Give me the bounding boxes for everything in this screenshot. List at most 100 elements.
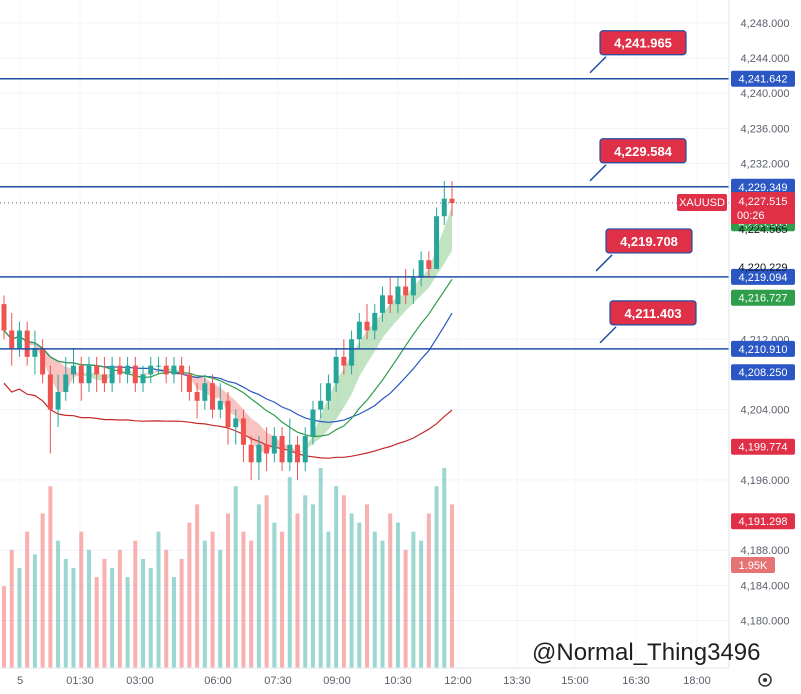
- volume-bar: [318, 468, 323, 668]
- volume-bar: [48, 486, 53, 668]
- callout-box: [599, 30, 687, 56]
- y-tick-label: 4,184.000: [741, 580, 790, 592]
- current-price-tag: 4,227.515 00:26: [731, 192, 795, 224]
- x-tick-label: 06:00: [204, 675, 232, 687]
- candle-body: [356, 321, 362, 340]
- volume-bar: [86, 549, 91, 668]
- settings-icon[interactable]: [758, 673, 772, 687]
- ribbon-segment: [243, 409, 252, 442]
- watermark: @Normal_Thing3496: [532, 639, 760, 666]
- x-tick-label: 13:30: [503, 675, 531, 687]
- volume-label: 1.95K: [739, 560, 768, 572]
- level-axis-label: 4,219.094: [739, 272, 788, 284]
- volume-bar: [2, 586, 6, 668]
- candle-body: [410, 277, 416, 296]
- symbol-tag: XAUUSD: [677, 194, 727, 211]
- callout-pointer: [595, 254, 613, 272]
- x-tick-label: 07:30: [264, 675, 292, 687]
- candle-body: [395, 286, 401, 305]
- volume-bar: [202, 540, 207, 668]
- axis-price-label: 4,208.250: [739, 367, 788, 379]
- volume-bar: [388, 513, 393, 668]
- volume-bar: [380, 540, 385, 668]
- candle-body: [349, 339, 355, 366]
- axis-tag: [731, 289, 795, 306]
- candle-body: [387, 295, 393, 305]
- axis-tag: [731, 513, 795, 530]
- candle-body: [109, 365, 115, 384]
- volume-bar: [171, 577, 176, 668]
- callout-pointer: [589, 56, 607, 74]
- volume-bar: [264, 495, 269, 668]
- x-tick-label: 09:00: [323, 675, 351, 687]
- candle-body: [364, 321, 370, 331]
- candle-body: [32, 348, 38, 357]
- y-tick-label: 4,196.000: [741, 475, 790, 487]
- x-tick-label: 12:00: [444, 675, 472, 687]
- volume-bar: [125, 577, 130, 668]
- volume-bar: [9, 549, 14, 668]
- volume-bar: [349, 513, 354, 668]
- candle-body: [47, 374, 53, 410]
- volume-bar: [94, 577, 99, 668]
- horizontal-levels[interactable]: [0, 77, 729, 350]
- candle-body: [295, 444, 301, 463]
- ribbon-segment: [50, 356, 59, 393]
- volume-bar: [148, 568, 153, 668]
- candle-body: [24, 330, 30, 357]
- volume-bar: [210, 531, 215, 668]
- volume-bar: [226, 513, 230, 668]
- ribbon-segment: [413, 277, 422, 304]
- level-axis-tag: [731, 178, 795, 195]
- symbol-label: XAUUSD: [679, 197, 725, 209]
- volume-bar: [56, 540, 61, 668]
- volume-bar: [310, 504, 315, 668]
- axis-tag: [731, 364, 795, 381]
- y-tick-label: 4,244.000: [741, 53, 790, 65]
- volume-bar: [372, 531, 377, 668]
- volume-bar: [233, 486, 238, 668]
- y-tick-label: 4,240.000: [741, 88, 790, 100]
- volume-bar: [241, 531, 246, 668]
- axis-price-label: 4,199.774: [739, 442, 788, 454]
- candle-body: [441, 198, 447, 217]
- candle-body: [333, 356, 339, 384]
- ribbon-segment: [343, 353, 352, 408]
- volume-bar: [156, 531, 161, 668]
- candle-body: [163, 365, 169, 375]
- candle-body: [94, 365, 100, 375]
- candle-body: [71, 365, 77, 375]
- ribbon-segment: [359, 330, 368, 377]
- x-tick-label: 18:00: [683, 675, 711, 687]
- y-tick-label: 4,204.000: [741, 405, 790, 417]
- volume-bar: [71, 568, 76, 668]
- callout-pointer: [589, 164, 607, 182]
- axis-price-label: 4,191.298: [739, 516, 788, 528]
- candle-body: [449, 198, 455, 204]
- price-axis[interactable]: [729, 0, 801, 668]
- volume-bar: [117, 549, 122, 668]
- volume-bar: [357, 522, 362, 668]
- x-tick-label: 10:30: [384, 675, 412, 687]
- level-axis-label: 4,241.642: [739, 74, 788, 86]
- candle-body: [379, 295, 385, 313]
- volume-bar: [133, 540, 138, 668]
- ribbon-segment: [367, 321, 375, 364]
- volume-bar: [179, 558, 184, 668]
- candle-body: [318, 400, 324, 410]
- volume-bar: [434, 486, 439, 668]
- volume-bar: [442, 468, 447, 668]
- y-tick-label: 4,236.000: [741, 123, 790, 135]
- candle-body: [1, 304, 7, 331]
- candle-body: [372, 312, 378, 331]
- candlesticks: [1, 181, 455, 480]
- volume-bar: [272, 522, 277, 668]
- axis-price-label: 4,216.727: [739, 293, 788, 305]
- candle-body: [217, 400, 223, 410]
- volume-bar: [411, 531, 416, 668]
- x-tick-labels: 5 01:30 03:00 06:00 07:30 09:00 10:30 12:00 13:3…: [17, 675, 711, 687]
- volume-bar: [141, 558, 146, 668]
- x-tick-label: 03:00: [126, 675, 154, 687]
- current-price-label: 4,227.515: [739, 196, 788, 208]
